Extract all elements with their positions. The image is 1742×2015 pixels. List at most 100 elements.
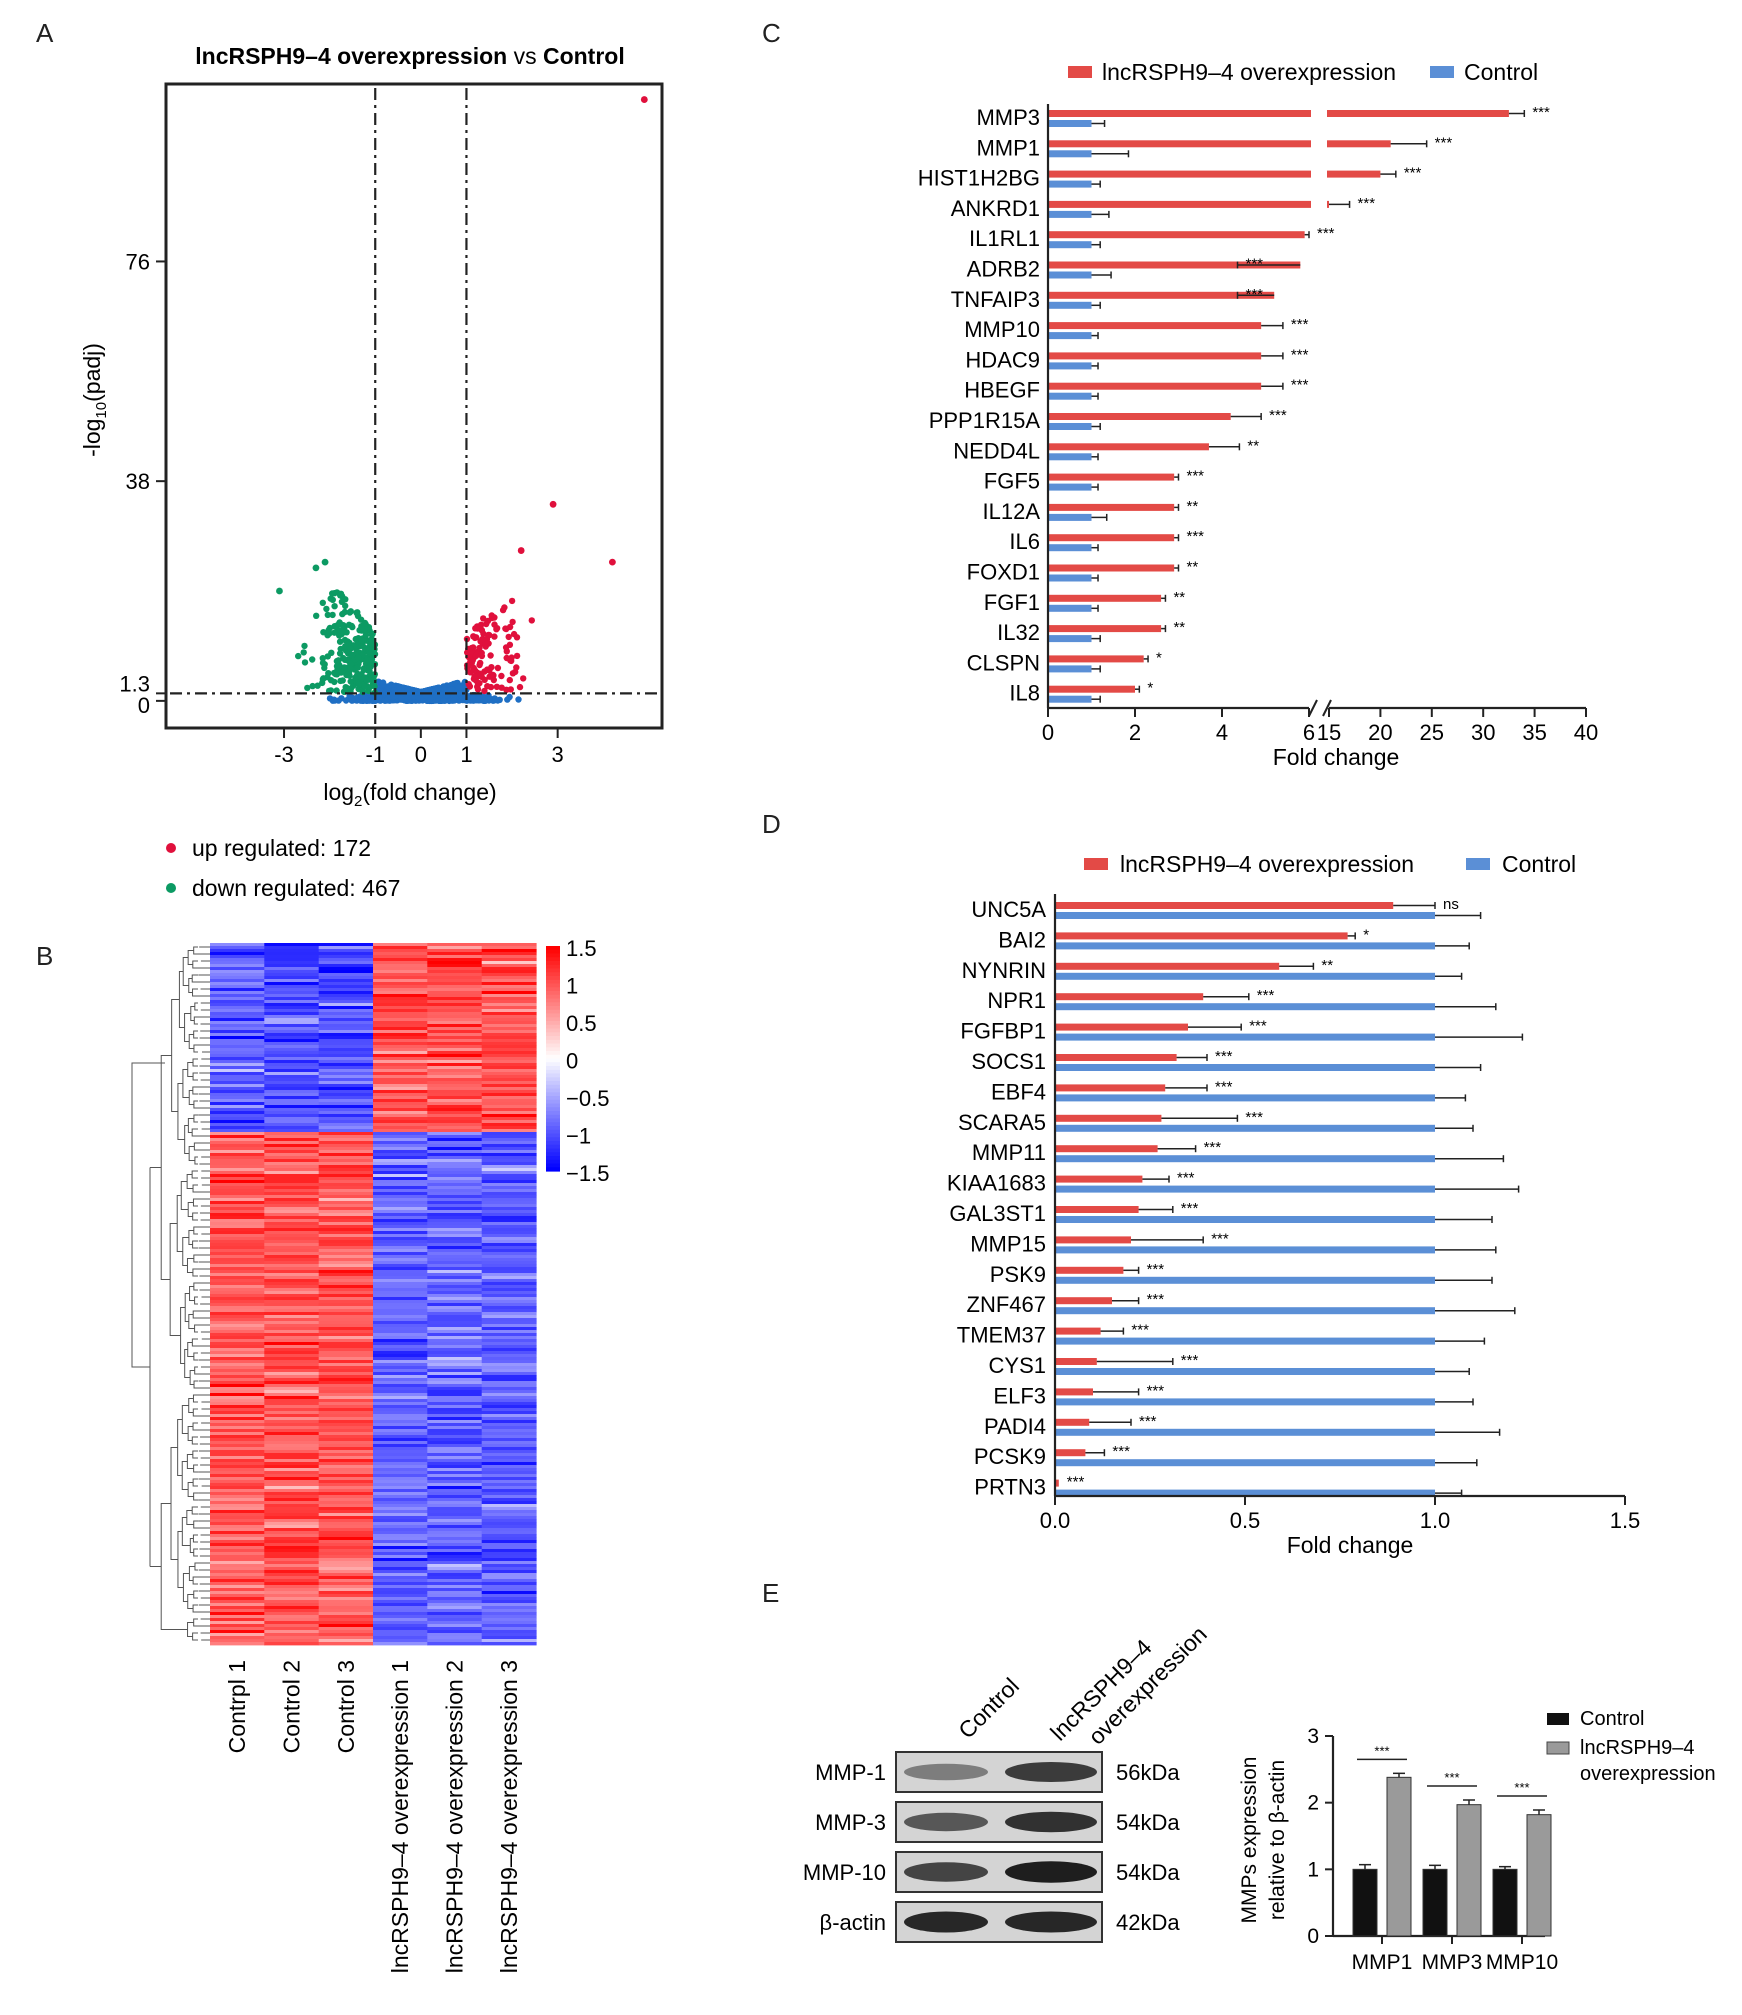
dendro-branch — [193, 1030, 198, 1039]
heat-cell — [264, 1093, 320, 1097]
heat-cell — [264, 1573, 320, 1577]
heat-cell — [427, 1519, 483, 1523]
heat-cell — [318, 1138, 374, 1142]
heat-cell — [318, 1561, 374, 1565]
heat-cell — [264, 1207, 320, 1211]
ns-point — [349, 697, 356, 704]
down-point — [344, 685, 351, 693]
up-point — [507, 686, 514, 693]
heat-cell — [210, 1585, 265, 1589]
down-point — [320, 629, 327, 636]
heat-cell — [427, 1462, 483, 1466]
heat-cell — [318, 1282, 374, 1286]
heat-cell — [210, 1510, 265, 1514]
heat-cell — [373, 1501, 428, 1505]
heat-cell — [264, 1639, 320, 1643]
heat-cell — [373, 1252, 428, 1256]
heat-cell — [481, 1024, 537, 1028]
heat-cell — [481, 1294, 537, 1298]
heat-cell — [318, 1078, 374, 1082]
down-point — [340, 596, 347, 603]
heat-cell — [481, 1078, 537, 1082]
heat-cell — [373, 1561, 428, 1565]
heat-cell — [427, 1552, 483, 1556]
heat-cell — [373, 1309, 428, 1313]
heat-cell — [427, 1153, 483, 1157]
control-bar — [1048, 635, 1092, 643]
significance-label: *** — [1204, 1139, 1222, 1156]
heat-cell — [373, 1591, 428, 1595]
heat-cell — [373, 1240, 428, 1244]
heat-cell — [427, 1042, 483, 1046]
heat-cell — [373, 1009, 428, 1013]
heat-cell — [373, 1474, 428, 1478]
heat-cell — [318, 1270, 374, 1274]
heat-cell — [264, 1285, 320, 1289]
heat-cell — [210, 1606, 265, 1610]
down-point — [304, 684, 311, 692]
heat-cell — [210, 1618, 265, 1622]
heat-cell — [318, 976, 374, 980]
heat-cell — [210, 1201, 265, 1205]
heat-cell — [373, 1348, 428, 1352]
heat-cell — [318, 1528, 374, 1532]
heat-cell — [427, 1129, 483, 1133]
heat-cell — [318, 1255, 374, 1259]
heat-cell — [210, 1567, 265, 1571]
blot-size-label: 42kDa — [1116, 1910, 1180, 1935]
heat-cell — [318, 1465, 374, 1469]
heat-cell — [264, 1210, 320, 1214]
heat-cell — [318, 1315, 374, 1319]
heat-cell — [210, 1594, 265, 1598]
heat-cell — [481, 1465, 537, 1469]
overexpression-bar — [1055, 962, 1280, 970]
heat-cell — [264, 979, 320, 983]
heatmap: Contrpl 1 Control 2 Control 3 lncRSPH9–4 ov… — [131, 936, 609, 1973]
down-point — [360, 643, 368, 651]
heat-cell — [373, 1045, 428, 1049]
x-tick-label: -3 — [274, 742, 294, 767]
dendro-branch — [192, 1478, 198, 1487]
heat-cell — [210, 1519, 265, 1523]
down-point — [346, 609, 353, 616]
heat-cell — [318, 1378, 374, 1382]
heat-cell — [210, 1072, 265, 1076]
heat-cell — [373, 1111, 428, 1115]
heat-cell — [427, 1246, 483, 1250]
significance-label: *** — [1317, 225, 1335, 242]
heat-cell — [210, 1210, 265, 1214]
significance-label: *** — [1139, 1413, 1157, 1430]
heat-cell — [264, 1399, 320, 1403]
down-point — [319, 675, 327, 683]
colorbar-segment — [546, 979, 560, 985]
up-point — [493, 625, 501, 632]
heat-cell — [373, 1435, 428, 1439]
heat-cell — [481, 1348, 537, 1352]
heat-cell — [427, 1498, 483, 1502]
heat-cell — [373, 1222, 428, 1226]
heat-cell — [481, 1555, 537, 1559]
heat-cell — [210, 1024, 265, 1028]
heat-cell — [481, 1564, 537, 1568]
heat-cell — [427, 1111, 483, 1115]
heat-cell — [264, 997, 320, 1001]
heat-cell — [210, 1081, 265, 1085]
heat-cell — [318, 1300, 374, 1304]
heat-cell — [427, 1078, 483, 1082]
heat-cell — [264, 1045, 320, 1049]
control-bar — [1048, 241, 1092, 249]
overexpression-bar — [1048, 382, 1262, 390]
colorbar-tick-label: 0.5 — [566, 1011, 597, 1036]
heat-cell — [318, 1045, 374, 1049]
chart-d-legend-control-swatch — [1466, 858, 1490, 870]
heat-cell — [318, 1147, 374, 1151]
heat-cell — [210, 1282, 265, 1286]
significance-label: *** — [1215, 1048, 1233, 1065]
heat-cell — [318, 1636, 374, 1640]
heat-cell — [481, 1288, 537, 1292]
heat-cell — [427, 1492, 483, 1496]
panel-label-c: C — [762, 18, 781, 48]
up-point — [513, 664, 520, 671]
dendro-branch — [192, 1394, 198, 1403]
x-tick-label: 30 — [1471, 720, 1495, 745]
